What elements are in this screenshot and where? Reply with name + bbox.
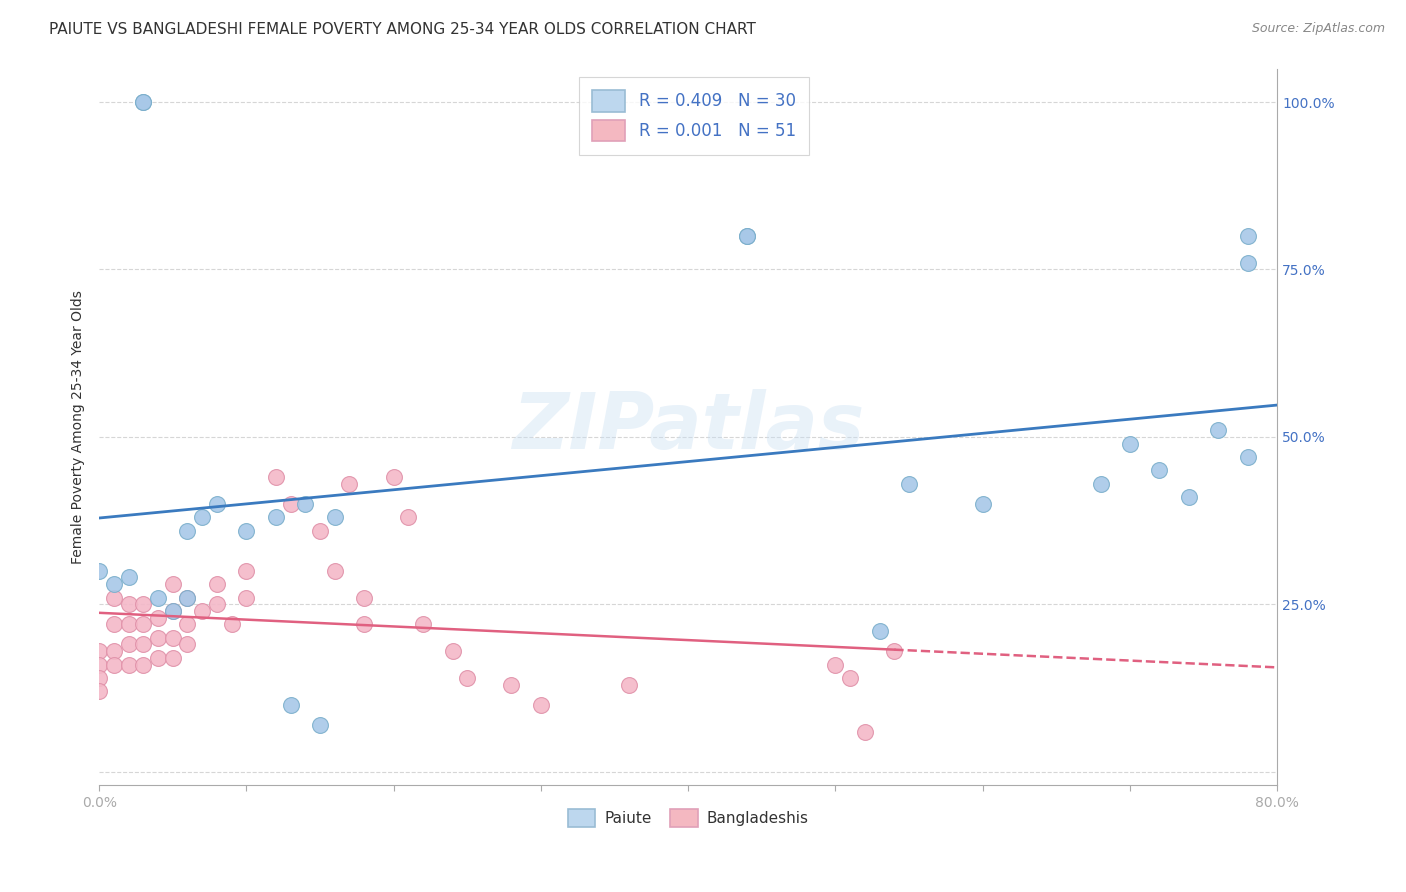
Point: [205, 497, 228, 511]
Point: [412, 617, 434, 632]
Point: [146, 591, 169, 605]
Point: [103, 644, 125, 658]
Point: [89, 684, 111, 698]
Point: [883, 644, 905, 658]
Point: [396, 510, 419, 524]
Point: [205, 577, 228, 591]
Point: [117, 657, 139, 672]
Point: [294, 497, 316, 511]
Point: [191, 510, 214, 524]
Point: [1236, 450, 1258, 464]
Point: [530, 698, 553, 712]
Point: [146, 631, 169, 645]
Point: [176, 617, 198, 632]
Point: [1208, 423, 1230, 437]
Point: [162, 604, 184, 618]
Point: [162, 577, 184, 591]
Point: [162, 604, 184, 618]
Point: [132, 95, 155, 109]
Point: [176, 524, 198, 538]
Point: [839, 671, 862, 685]
Point: [1236, 229, 1258, 244]
Point: [441, 644, 464, 658]
Point: [176, 637, 198, 651]
Text: Source: ZipAtlas.com: Source: ZipAtlas.com: [1251, 22, 1385, 36]
Point: [132, 657, 155, 672]
Point: [869, 624, 891, 638]
Legend: Paiute, Bangladeshis: Paiute, Bangladeshis: [560, 802, 817, 835]
Point: [1090, 476, 1112, 491]
Point: [146, 650, 169, 665]
Point: [824, 657, 846, 672]
Point: [103, 617, 125, 632]
Point: [972, 497, 994, 511]
Point: [1178, 490, 1201, 504]
Point: [235, 524, 257, 538]
Point: [353, 617, 375, 632]
Point: [853, 724, 876, 739]
Text: ZIPatlas: ZIPatlas: [512, 389, 865, 465]
Point: [264, 470, 287, 484]
Point: [103, 657, 125, 672]
Point: [117, 597, 139, 611]
Point: [280, 497, 302, 511]
Point: [176, 591, 198, 605]
Point: [353, 591, 375, 605]
Point: [1119, 436, 1142, 450]
Point: [132, 637, 155, 651]
Point: [735, 229, 758, 244]
Y-axis label: Female Poverty Among 25-34 Year Olds: Female Poverty Among 25-34 Year Olds: [72, 290, 86, 564]
Point: [132, 617, 155, 632]
Point: [117, 570, 139, 584]
Point: [235, 564, 257, 578]
Point: [339, 476, 361, 491]
Point: [323, 510, 346, 524]
Point: [235, 591, 257, 605]
Point: [103, 591, 125, 605]
Point: [205, 597, 228, 611]
Point: [132, 95, 155, 109]
Point: [162, 650, 184, 665]
Point: [89, 564, 111, 578]
Point: [89, 644, 111, 658]
Text: PAIUTE VS BANGLADESHI FEMALE POVERTY AMONG 25-34 YEAR OLDS CORRELATION CHART: PAIUTE VS BANGLADESHI FEMALE POVERTY AMO…: [49, 22, 756, 37]
Point: [146, 610, 169, 624]
Point: [117, 617, 139, 632]
Point: [898, 476, 921, 491]
Point: [280, 698, 302, 712]
Point: [264, 510, 287, 524]
Point: [735, 229, 758, 244]
Point: [1149, 463, 1171, 477]
Point: [1236, 256, 1258, 270]
Point: [132, 597, 155, 611]
Point: [323, 564, 346, 578]
Point: [221, 617, 243, 632]
Point: [103, 577, 125, 591]
Point: [309, 718, 332, 732]
Point: [162, 631, 184, 645]
Point: [382, 470, 405, 484]
Point: [309, 524, 332, 538]
Point: [117, 637, 139, 651]
Point: [619, 678, 641, 692]
Point: [456, 671, 478, 685]
Point: [191, 604, 214, 618]
Point: [89, 657, 111, 672]
Point: [89, 671, 111, 685]
Point: [501, 678, 523, 692]
Point: [176, 591, 198, 605]
